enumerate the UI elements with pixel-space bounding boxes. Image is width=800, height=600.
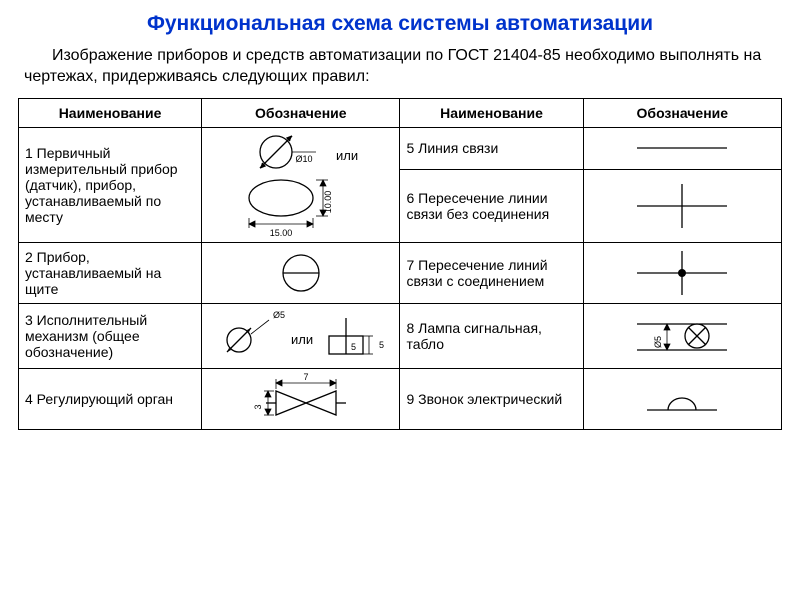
dim-actuator-h: 5 (379, 340, 384, 350)
or-text-2: или (291, 332, 313, 347)
dim-circle-d: Ø10 (295, 154, 312, 164)
col-name-1: Наименование (19, 98, 202, 127)
cell-label-4: 4 Регулирующий орган (19, 368, 202, 429)
table-row: 1 Первичный измерительный прибор (датчик… (19, 127, 782, 169)
cell-label-1: 1 Первичный измерительный прибор (датчик… (19, 127, 202, 242)
col-symbol-1: Обозначение (202, 98, 400, 127)
cell-symbol-6 (583, 169, 781, 242)
cell-label-7: 7 Пересечение линий связи с соединением (400, 242, 583, 303)
cell-label-2: 2 Прибор, устанавливаемый на щите (19, 242, 202, 303)
table-row: 2 Прибор, устанавливаемый на щите 7 Пере… (19, 242, 782, 303)
dim-valve-w: 7 (303, 372, 308, 382)
cell-symbol-5 (583, 127, 781, 169)
dim-ellipse-w: 15.00 (270, 228, 293, 238)
col-name-2: Наименование (400, 98, 583, 127)
cell-symbol-2 (202, 242, 400, 303)
table-row: 4 Регулирующий орган (19, 368, 782, 429)
col-symbol-2: Обозначение (583, 98, 781, 127)
table-row: 3 Исполнительный механизм (общее обознач… (19, 303, 782, 368)
header-row: Наименование Обозначение Наименование Об… (19, 98, 782, 127)
dim-actuator-gap: 5 (351, 342, 356, 352)
cell-symbol-8: Ø5 (583, 303, 781, 368)
dim-actuator-d: Ø5 (273, 310, 285, 320)
cell-symbol-7 (583, 242, 781, 303)
cell-label-6: 6 Пересечение линии связи без соединения (400, 169, 583, 242)
cell-label-5: 5 Линия связи (400, 127, 583, 169)
cell-symbol-3: Ø5 или 5 5 (202, 303, 400, 368)
cell-symbol-1: Ø10 или 15.00 (202, 127, 400, 242)
intro-text: Изображение приборов и средств автоматиз… (24, 46, 776, 88)
cell-label-9: 9 Звонок электрический (400, 368, 583, 429)
dim-ellipse-h: 10.00 (323, 190, 333, 213)
symbols-table: Наименование Обозначение Наименование Об… (18, 98, 782, 430)
cell-symbol-4: 7 3 (202, 368, 400, 429)
page-title: Функциональная схема системы автоматизац… (18, 12, 782, 36)
dim-lamp-d: Ø5 (653, 336, 663, 348)
dim-valve-h: 3 (253, 404, 263, 409)
or-text-1: или (336, 148, 358, 163)
cell-symbol-9 (583, 368, 781, 429)
cell-label-8: 8 Лампа сигнальная, табло (400, 303, 583, 368)
cell-label-3: 3 Исполнительный механизм (общее обознач… (19, 303, 202, 368)
